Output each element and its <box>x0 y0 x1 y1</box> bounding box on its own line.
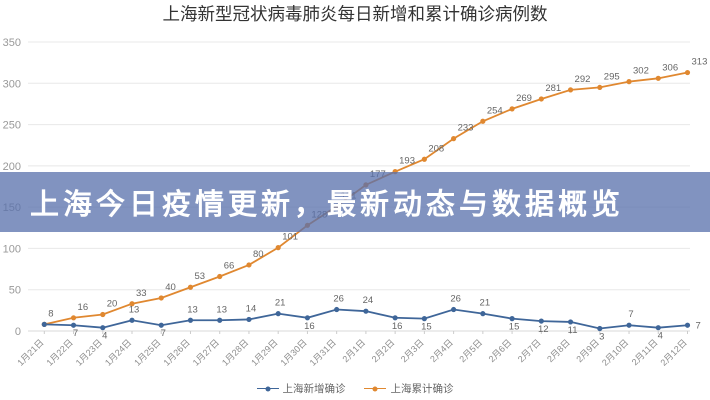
svg-text:13: 13 <box>216 304 227 315</box>
svg-text:13: 13 <box>129 304 140 315</box>
svg-text:21: 21 <box>275 298 286 309</box>
svg-text:21: 21 <box>480 298 491 309</box>
svg-text:7: 7 <box>696 321 701 332</box>
svg-text:0: 0 <box>15 326 21 338</box>
svg-text:4: 4 <box>658 331 663 342</box>
svg-text:26: 26 <box>450 294 461 305</box>
svg-text:16: 16 <box>304 321 315 332</box>
svg-text:208: 208 <box>428 143 444 154</box>
svg-text:24: 24 <box>363 295 374 306</box>
svg-text:193: 193 <box>399 156 415 167</box>
svg-text:53: 53 <box>194 271 205 282</box>
svg-text:40: 40 <box>165 282 176 293</box>
svg-text:14: 14 <box>246 303 257 314</box>
svg-text:7: 7 <box>161 328 166 339</box>
svg-text:302: 302 <box>633 66 649 77</box>
svg-text:13: 13 <box>187 304 198 315</box>
svg-text:7: 7 <box>73 328 78 339</box>
svg-text:350: 350 <box>3 37 21 49</box>
svg-text:281: 281 <box>545 83 561 94</box>
svg-text:306: 306 <box>662 62 678 73</box>
svg-text:233: 233 <box>458 123 474 134</box>
svg-text:15: 15 <box>421 322 432 333</box>
svg-text:16: 16 <box>78 302 89 313</box>
svg-text:20: 20 <box>107 298 118 309</box>
svg-text:254: 254 <box>487 105 503 116</box>
svg-text:295: 295 <box>604 71 620 82</box>
svg-text:12: 12 <box>538 324 549 335</box>
svg-text:101: 101 <box>282 232 298 243</box>
svg-text:8: 8 <box>48 308 53 319</box>
svg-text:300: 300 <box>3 78 21 90</box>
svg-text:7: 7 <box>628 309 633 320</box>
svg-text:15: 15 <box>509 322 520 333</box>
svg-text:269: 269 <box>516 93 532 104</box>
svg-text:292: 292 <box>575 74 591 85</box>
svg-text:33: 33 <box>136 288 147 299</box>
svg-text:50: 50 <box>9 285 21 297</box>
svg-text:4: 4 <box>102 331 107 342</box>
svg-text:250: 250 <box>3 120 21 132</box>
svg-text:11: 11 <box>568 325 578 336</box>
svg-text:80: 80 <box>253 249 264 260</box>
svg-text:313: 313 <box>692 57 708 68</box>
svg-text:66: 66 <box>224 261 235 272</box>
svg-text:16: 16 <box>392 321 403 332</box>
svg-text:上海新型冠状病毒肺炎每日新增和累计确诊病例数: 上海新型冠状病毒肺炎每日新增和累计确诊病例数 <box>163 4 548 24</box>
svg-text:3: 3 <box>599 332 604 343</box>
svg-text:100: 100 <box>3 243 21 255</box>
svg-text:26: 26 <box>333 294 344 305</box>
